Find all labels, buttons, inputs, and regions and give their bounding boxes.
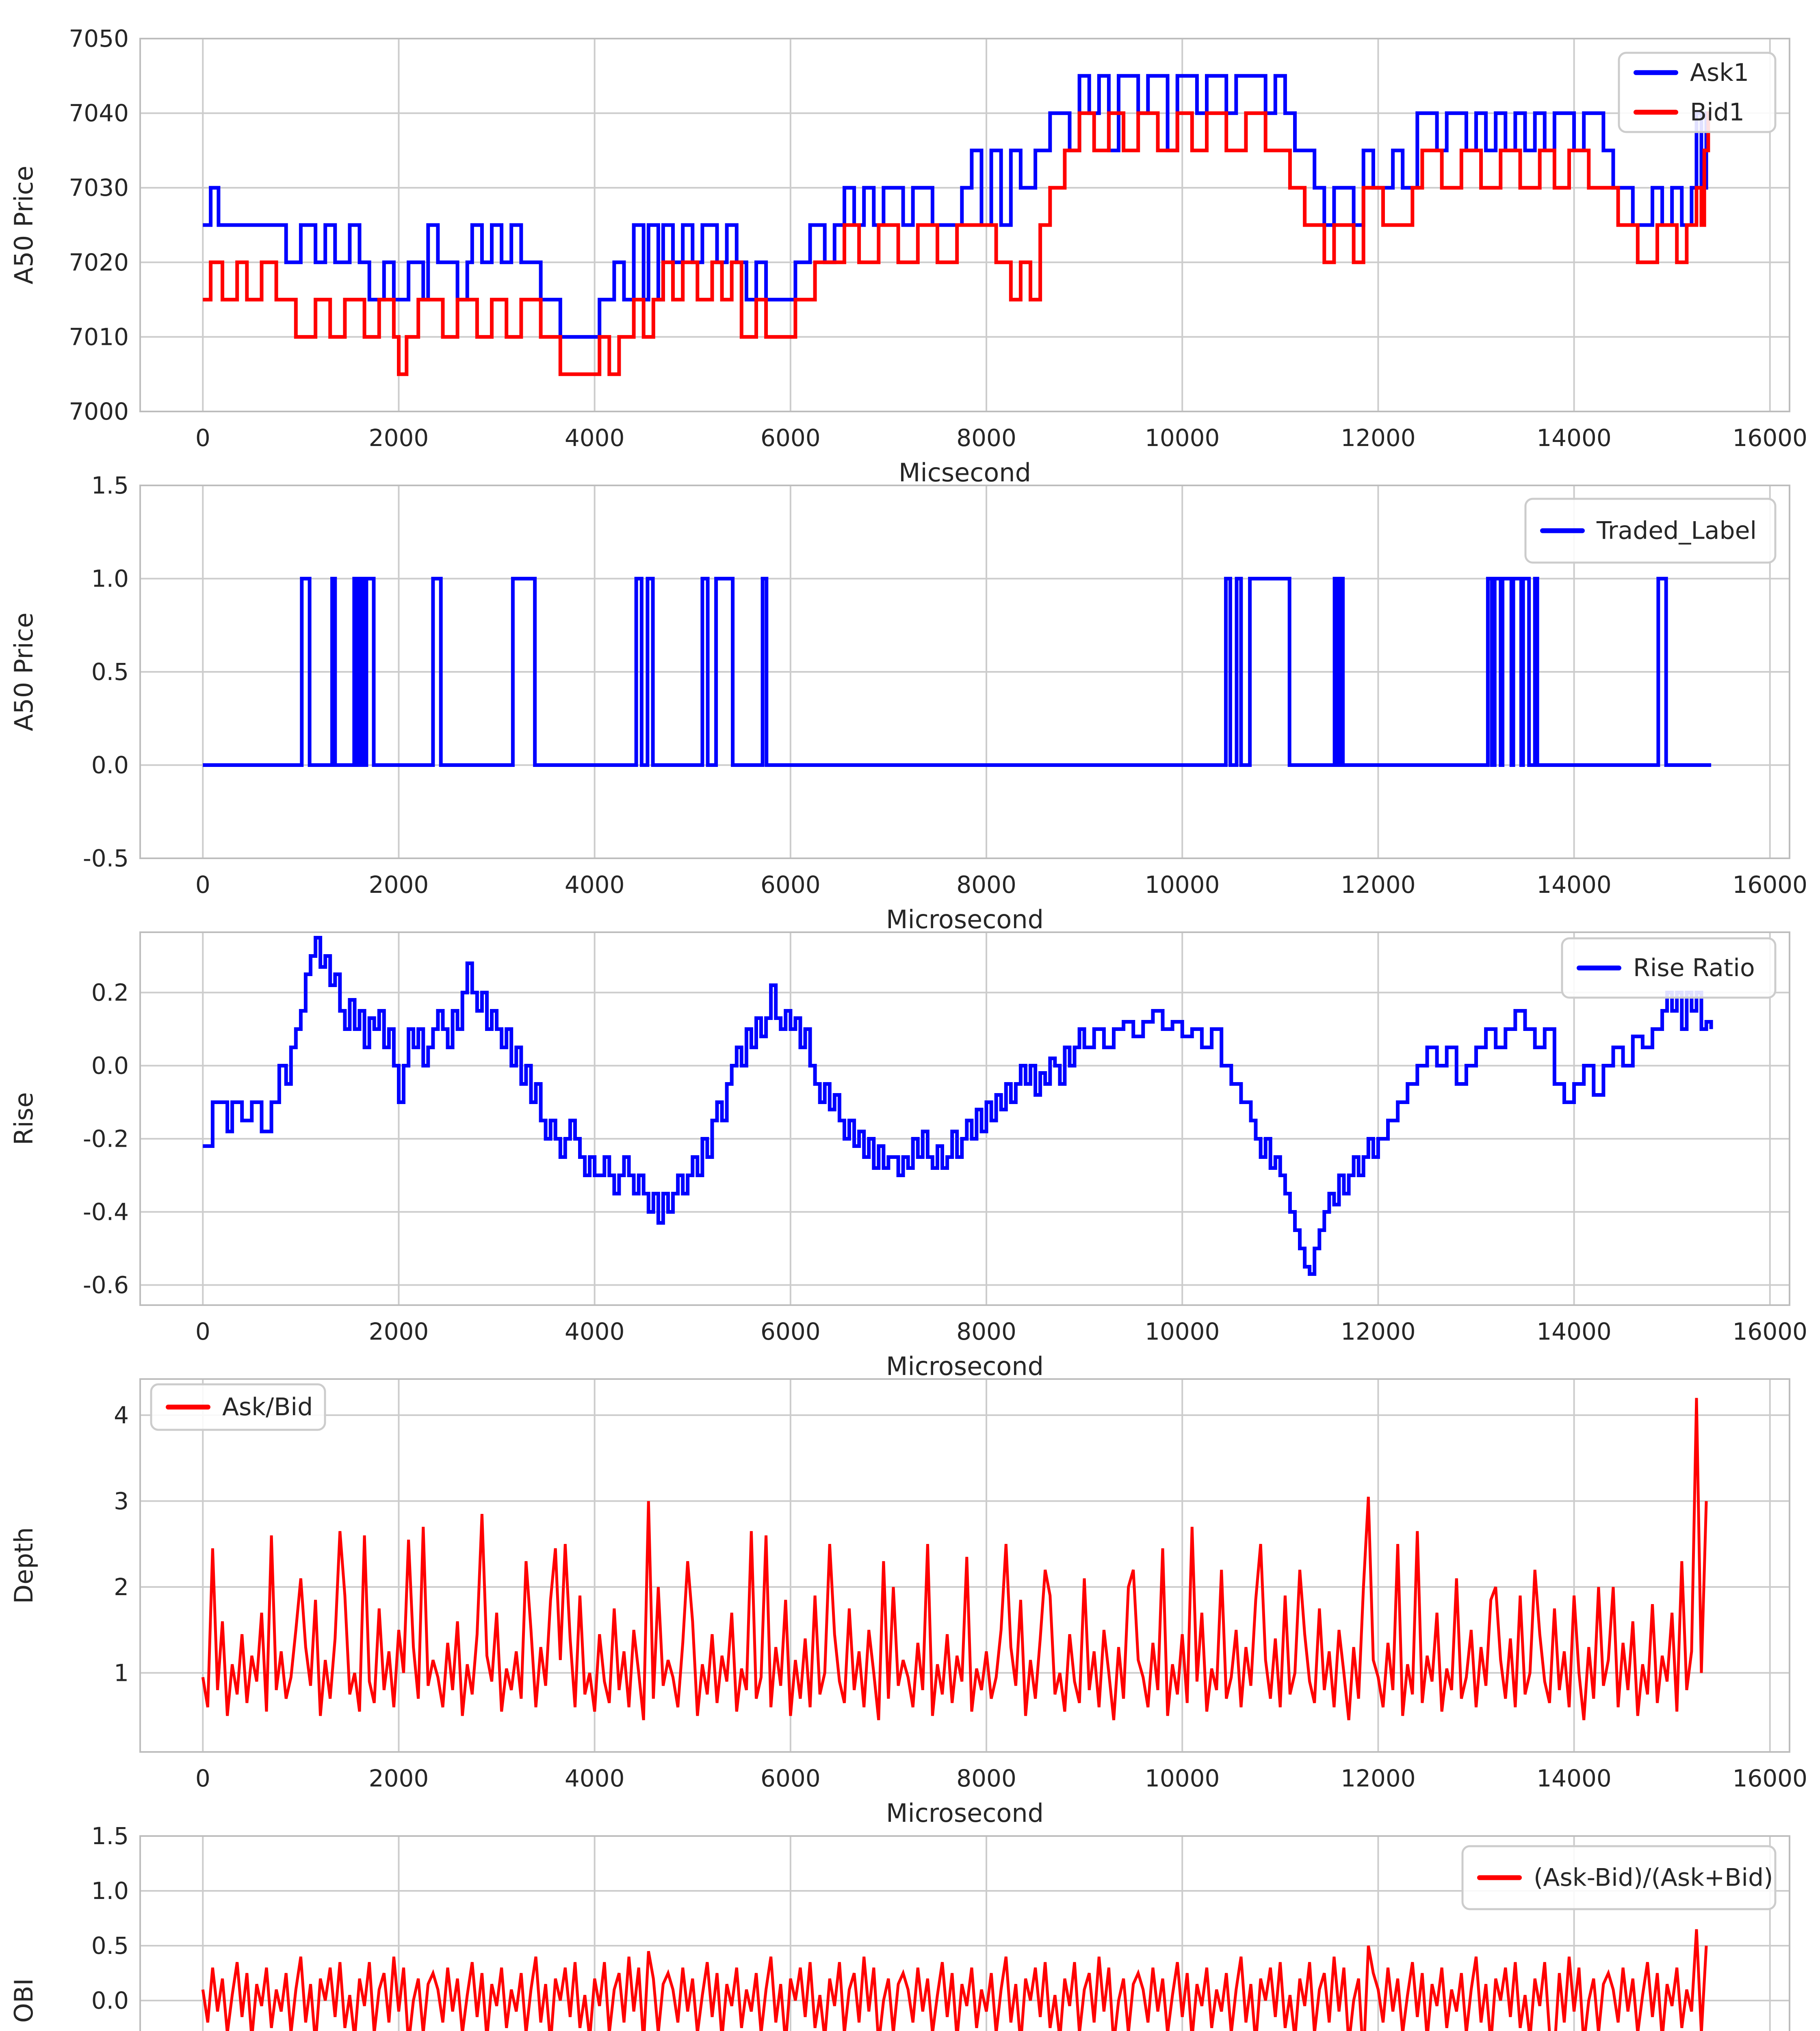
- legend-item-label: Traded_Label: [1596, 517, 1757, 545]
- axes-border: [139, 485, 1790, 859]
- x-tick-label: 2000: [369, 1318, 429, 1345]
- legend-item-label: Bid1: [1690, 98, 1744, 126]
- axes-border: [139, 931, 1790, 1306]
- y-tick-label: -0.6: [83, 1271, 129, 1299]
- y-tick-label: 7030: [69, 174, 129, 201]
- x-tick-label: 10000: [1145, 424, 1220, 452]
- x-tick-label: 2000: [369, 871, 429, 899]
- x-tick-label: 2000: [369, 424, 429, 452]
- x-tick-label: 4000: [565, 1318, 625, 1345]
- legend-item-label: Rise Ratio: [1633, 954, 1755, 982]
- x-tick-label: 16000: [1733, 871, 1808, 899]
- legend-item-label: Ask/Bid: [222, 1393, 313, 1421]
- x-tick-label: 16000: [1733, 1765, 1808, 1792]
- series-line: [203, 74, 1712, 339]
- x-tick-label: 8000: [956, 1765, 1016, 1792]
- series-line: [201, 1398, 1708, 1721]
- series-line: [203, 577, 1712, 767]
- x-tick-label: 4000: [565, 871, 625, 899]
- x-axis-label: Microsecond: [886, 1351, 1044, 1381]
- y-axis-label: OBI: [9, 1978, 39, 2023]
- y-axis-label: A50 Price: [9, 613, 39, 731]
- x-tick-label: 16000: [1733, 424, 1808, 452]
- x-tick-label: 8000: [956, 871, 1016, 899]
- x-tick-label: 12000: [1341, 871, 1416, 899]
- x-tick-label: 14000: [1536, 871, 1612, 899]
- y-tick-label: 1.0: [91, 1877, 129, 1905]
- y-axis-label: A50 Price: [9, 166, 39, 284]
- x-tick-label: 0: [195, 1765, 210, 1792]
- x-tick-label: 2000: [369, 1765, 429, 1792]
- axes-border: [139, 1835, 1790, 2031]
- y-tick-label: 1.0: [91, 565, 129, 593]
- y-tick-label: -0.2: [83, 1125, 129, 1153]
- x-tick-label: 4000: [565, 1765, 625, 1792]
- x-tick-label: 4000: [565, 424, 625, 452]
- x-tick-label: 12000: [1341, 1318, 1416, 1345]
- legend-item-label: Ask1: [1690, 58, 1749, 87]
- x-tick-label: 12000: [1341, 424, 1416, 452]
- y-tick-label: 3: [114, 1487, 129, 1515]
- x-tick-label: 6000: [760, 424, 821, 452]
- y-tick-label: 0.5: [91, 1932, 129, 1960]
- legend-item-label: (Ask-Bid)/(Ask+Bid): [1534, 1864, 1773, 1892]
- x-tick-label: 0: [195, 424, 210, 452]
- y-tick-label: -0.4: [83, 1198, 129, 1226]
- axes-border: [139, 38, 1790, 412]
- series-line: [203, 936, 1713, 1276]
- x-tick-label: 0: [195, 871, 210, 899]
- y-tick-label: -0.5: [83, 844, 129, 872]
- y-tick-label: 4: [114, 1401, 129, 1429]
- y-tick-label: 0.0: [91, 1052, 129, 1080]
- x-axis-label: Micsecond: [899, 458, 1031, 487]
- legend-box: [1524, 498, 1777, 564]
- series-line: [203, 111, 1712, 376]
- y-tick-label: 7020: [69, 249, 129, 276]
- x-tick-label: 8000: [956, 424, 1016, 452]
- x-axis-label: Microsecond: [886, 1798, 1044, 1828]
- x-tick-label: 10000: [1145, 1318, 1220, 1345]
- y-tick-label: 1.5: [91, 472, 129, 499]
- x-axis-label: Microsecond: [886, 905, 1044, 934]
- x-tick-label: 6000: [760, 1318, 821, 1345]
- x-tick-label: 8000: [956, 1318, 1016, 1345]
- y-tick-label: 0.2: [91, 979, 129, 1007]
- y-tick-label: 2: [114, 1573, 129, 1601]
- x-tick-label: 0: [195, 1318, 210, 1345]
- x-tick-label: 14000: [1536, 424, 1612, 452]
- y-tick-label: 0.5: [91, 658, 129, 686]
- y-tick-label: 0.0: [91, 1987, 129, 2014]
- y-tick-label: 1.5: [91, 1822, 129, 1850]
- y-tick-label: 7040: [69, 100, 129, 127]
- x-tick-label: 14000: [1536, 1765, 1612, 1792]
- x-tick-label: 10000: [1145, 1765, 1220, 1792]
- x-tick-label: 10000: [1145, 871, 1220, 899]
- y-tick-label: 0.0: [91, 751, 129, 779]
- x-tick-label: 16000: [1733, 1318, 1808, 1345]
- series-line: [201, 1929, 1708, 2031]
- axes-border: [139, 1378, 1790, 1753]
- legend-box: [150, 1383, 326, 1431]
- y-tick-label: 7050: [69, 25, 129, 52]
- x-tick-label: 12000: [1341, 1765, 1416, 1792]
- x-tick-label: 14000: [1536, 1318, 1612, 1345]
- legend-box: [1461, 1845, 1777, 1910]
- x-tick-label: 6000: [760, 1765, 821, 1792]
- y-axis-label: Rise: [9, 1092, 39, 1145]
- y-tick-label: 7010: [69, 323, 129, 351]
- y-axis-label: Depth: [9, 1527, 39, 1604]
- y-tick-label: 7000: [69, 398, 129, 425]
- y-tick-label: 1: [114, 1659, 129, 1687]
- legend-box: [1561, 937, 1777, 999]
- x-tick-label: 6000: [760, 871, 821, 899]
